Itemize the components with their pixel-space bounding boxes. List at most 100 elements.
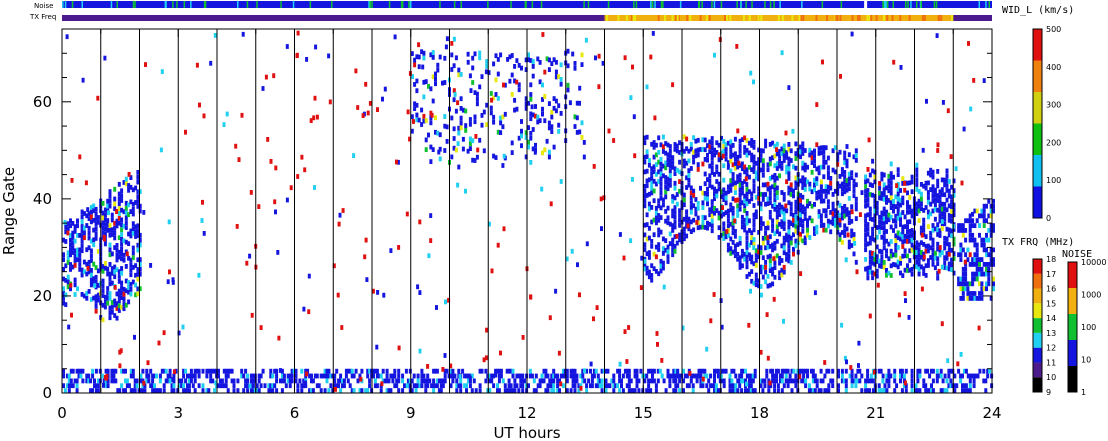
echo-cell [69, 242, 72, 248]
echo-cell [880, 259, 884, 264]
echo-cell [561, 383, 565, 389]
echo-cell [113, 313, 117, 318]
echo-cell [850, 383, 854, 389]
echo-cell [647, 269, 651, 275]
echo-cell [573, 378, 577, 384]
echo-cell [422, 55, 426, 61]
echo-cell [236, 388, 240, 393]
echo-cell [759, 284, 763, 289]
echo-cell [373, 383, 377, 389]
echo-cell [201, 383, 205, 389]
echo-cell [854, 148, 858, 154]
echo-cell [773, 202, 777, 207]
echo-cell [736, 256, 740, 262]
echo-cell [714, 368, 718, 374]
echo-cell [975, 262, 979, 267]
echo-cell [788, 378, 792, 384]
echo-cell [840, 239, 844, 245]
echo-cell [695, 373, 699, 379]
echo-cell [839, 74, 842, 79]
echo-cell [652, 217, 656, 223]
echo-cell [824, 227, 828, 233]
echo-cell [809, 388, 813, 393]
echo-cell [799, 197, 802, 203]
echo-cell [678, 208, 682, 214]
echo-cell [889, 176, 893, 181]
echo-cell [822, 154, 826, 160]
echo-cell [915, 254, 919, 260]
echo-cell [899, 212, 902, 218]
echo-cell [645, 134, 649, 140]
echo-cell [950, 257, 954, 263]
echo-cell [492, 153, 496, 159]
echo-cell [664, 165, 668, 171]
echo-cell [726, 189, 730, 195]
echo-cell [682, 216, 686, 222]
echo-cell [300, 388, 304, 393]
noise-strip-cell [400, 1, 403, 8]
echo-cell [854, 206, 858, 212]
echo-cell [789, 260, 793, 265]
echo-cell [79, 368, 83, 374]
echo-cell [713, 210, 716, 216]
echo-cell [952, 178, 956, 184]
echo-cell [182, 383, 186, 389]
echo-cell [878, 258, 882, 264]
echo-cell [155, 373, 158, 379]
echo-cell [947, 227, 951, 233]
noise-strip-cell [933, 1, 936, 8]
echo-cell [640, 255, 644, 261]
echo-cell [724, 142, 728, 147]
echo-cell [817, 151, 821, 156]
echo-cell [147, 373, 151, 379]
echo-cell [968, 281, 972, 287]
echo-cell [675, 201, 679, 207]
echo-cell [376, 107, 379, 112]
echo-cell [959, 296, 963, 301]
echo-cell [871, 270, 875, 276]
echo-cell [673, 219, 677, 225]
echo-cell [65, 373, 69, 379]
echo-cell [940, 226, 944, 231]
echo-cell [341, 378, 344, 384]
echo-cell [664, 160, 668, 166]
echo-cell [657, 213, 661, 218]
echo-cell [421, 64, 425, 70]
echo-cell [79, 373, 83, 379]
echo-cell [323, 388, 327, 393]
echo-cell [829, 219, 833, 225]
noise-strip-cell [524, 1, 527, 8]
echo-cell [745, 249, 749, 255]
echo-cell [952, 188, 956, 193]
echo-cell [600, 378, 604, 384]
echo-cell [502, 226, 506, 232]
txfreq-strip-cell [921, 15, 924, 21]
echo-cell [117, 274, 121, 279]
echo-cell [530, 104, 534, 110]
echo-cell [376, 290, 380, 295]
echo-cell [466, 378, 470, 384]
echo-cell [207, 368, 211, 374]
echo-cell [455, 388, 459, 393]
echo-cell [108, 252, 112, 258]
echo-cell [831, 192, 835, 197]
echo-cell [915, 264, 919, 270]
echo-cell [113, 235, 117, 241]
echo-cell [892, 174, 895, 180]
echo-cell [127, 299, 131, 305]
echo-cell [722, 236, 726, 241]
echo-cell [96, 268, 100, 274]
echo-cell [807, 383, 811, 389]
echo-cell [701, 137, 705, 143]
noise-strip-cell [886, 1, 889, 8]
echo-cell [789, 201, 793, 207]
echo-cell [499, 115, 503, 121]
echo-cell [887, 256, 891, 262]
echo-cell [826, 189, 830, 195]
echo-cell [435, 305, 438, 310]
echo-cell [982, 286, 986, 292]
echo-cell [959, 223, 963, 228]
echo-cell [302, 383, 306, 389]
echo-cell [129, 184, 133, 190]
echo-cell [226, 373, 230, 379]
